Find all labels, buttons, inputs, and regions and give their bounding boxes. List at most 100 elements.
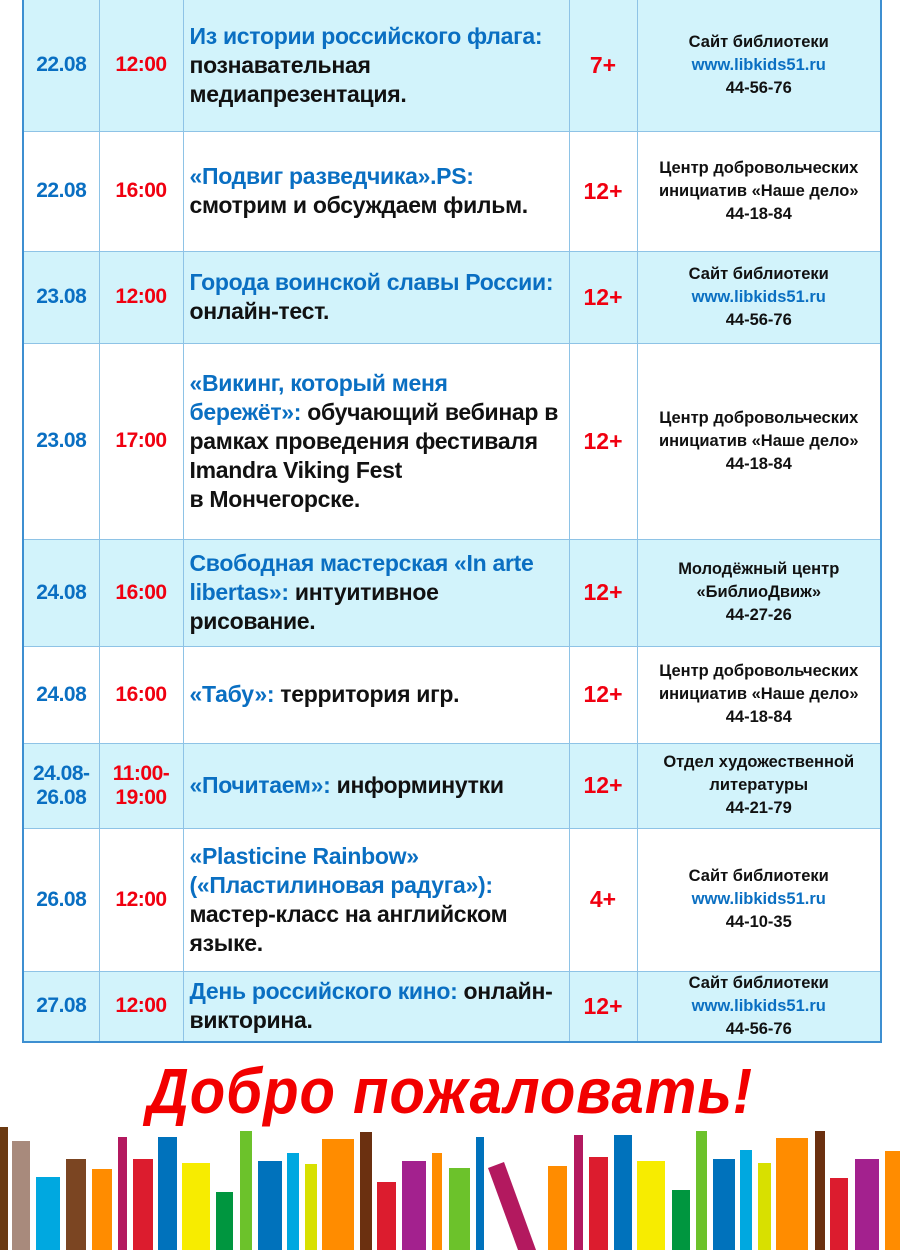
place-line: Сайт библиотеки [688,973,829,992]
book-spine [815,1131,825,1250]
book-spine [614,1135,632,1250]
library-site-link[interactable]: www.libkids51.ru [691,890,826,908]
book-spine [885,1151,900,1250]
age-rating: 4+ [568,827,638,972]
place-line: инициатив «Наше дело» [658,181,859,200]
book-spine [449,1168,470,1250]
event-place: Сайт библиотеки www.libkids51.ru 44-56-76 [636,250,882,344]
phone: 44-56-76 [725,78,792,97]
event-title-highlight: Из истории российского флага: [189,22,543,49]
place-line: Сайт библиотеки [688,264,829,283]
event-title: «Подвиг разведчика».PS: смотрим и обсужд… [182,130,570,252]
book-spine [758,1163,771,1250]
event-title: «Почитаем»: информинутки [182,742,570,829]
event-row: 24.08- 26.08 11:00- 19:00 «Почитаем»: ин… [22,742,882,829]
book-spine [66,1159,86,1250]
place-line: Отдел художественной [663,753,855,771]
event-place: Сайт библиотеки www.libkids51.ru 44-56-76 [636,970,882,1043]
library-site-link[interactable]: www.libkids51.ru [691,55,826,74]
event-row: 22.08 12:00 Из истории российского флага… [22,0,882,132]
event-time: 17:00 [98,342,184,540]
phone: 44-56-76 [725,1019,792,1038]
age-rating: 7+ [568,0,638,132]
event-place: Центр добровольческих инициатив «Наше дел… [636,342,882,540]
event-place: Центр добровольческих инициатив «Наше дел… [636,130,882,252]
place-line: литературы [709,776,809,794]
event-title-description: обучающий вебинар в рамках проведения фе… [189,398,559,512]
book-spine [476,1137,484,1250]
book-spine [133,1159,153,1250]
age-rating: 12+ [568,250,638,344]
event-place: Отдел художественной литературы 44-21-79 [636,742,882,829]
event-time: 12:00 [98,970,184,1043]
phone: 44-10-35 [725,913,792,931]
book-spine [92,1169,112,1250]
book-spine [0,1127,8,1250]
event-title-description: познавательная медиапрезентация. [189,51,407,107]
event-title: Города воинской славы России: онлайн-тес… [182,250,570,344]
book-spine [589,1157,608,1250]
age-rating: 12+ [568,970,638,1043]
book-spine [322,1139,354,1250]
book-spine [855,1159,879,1250]
age-rating: 12+ [568,645,638,744]
event-title-highlight: Свободная мастерская «In arte libertas»: [189,550,534,605]
book-spine [672,1190,690,1250]
book-spine [548,1166,567,1250]
event-time: 12:00 [98,250,184,344]
event-date: 23.08 [22,250,100,344]
age-rating: 12+ [568,342,638,540]
event-date: 26.08 [22,827,100,972]
age-rating: 12+ [568,130,638,252]
place-line: «БиблиоДвиж» [696,583,822,601]
event-place: Сайт библиотеки www.libkids51.ru 44-56-76 [636,0,882,132]
age-rating: 12+ [568,742,638,829]
event-date: 22.08 [22,130,100,252]
book-spine [36,1177,60,1250]
book-spine [216,1192,233,1250]
event-time: 16:00 [98,538,184,647]
event-time: 11:00- 19:00 [98,742,184,829]
book-spine [182,1163,210,1250]
place-line: Центр добровольческих [659,158,859,177]
event-date: 27.08 [22,970,100,1043]
event-row: 27.08 12:00 День российского кино: онлай… [22,970,882,1043]
event-place: Центр добровольческих инициатив «Наше дел… [636,645,882,744]
library-site-link[interactable]: www.libkids51.ru [691,996,826,1015]
event-title-highlight: «Подвиг разведчика».PS: [189,163,474,189]
book-spine [360,1132,372,1250]
event-place: Молодёжный центр «БиблиоДвиж» 44-27-26 [636,538,882,647]
event-row: 23.08 17:00 «Викинг, который меня бережё… [22,342,882,540]
place-line: инициатив «Наше дело» [658,431,859,450]
event-title: День российского кино: онлайн-викторина. [182,970,570,1043]
event-title-description: территория игр. [274,681,460,707]
phone: 44-21-79 [725,799,792,817]
book-spine [432,1153,442,1250]
books-illustration [0,1127,900,1250]
leaning-book [488,1162,536,1250]
book-spine [305,1164,317,1250]
book-spine [118,1137,127,1250]
event-row: 26.08 12:00 «Plasticine Rainbow» («Пласт… [22,827,882,972]
place-line: Центр добровольческих [659,408,859,427]
book-spine [574,1135,583,1250]
book-spine [696,1131,707,1250]
event-date: 22.08 [22,0,100,132]
event-date: 24.08- 26.08 [22,742,100,829]
phone: 44-56-76 [725,310,792,329]
phone: 44-18-84 [725,204,792,223]
place-line: Сайт библиотеки [688,867,829,885]
library-site-link[interactable]: www.libkids51.ru [691,287,826,306]
event-place: Сайт библиотеки www.libkids51.ru 44-10-35 [636,827,882,972]
event-title-highlight: «Plasticine Rainbow» («Пластилиновая рад… [189,842,494,898]
event-title-description: онлайн-тест. [189,298,330,324]
events-table: 22.08 12:00 Из истории российского флага… [22,0,882,1043]
place-line: Сайт библиотеки [688,32,829,51]
event-title: «Plasticine Rainbow» («Пластилиновая рад… [182,827,570,972]
event-title: «Викинг, который меня бережёт»: обучающи… [182,342,570,540]
event-date: 24.08 [22,645,100,744]
age-rating: 12+ [568,538,638,647]
event-title-description: интуитивное рисование. [189,579,439,634]
book-spine [158,1137,177,1250]
book-spine [287,1153,299,1250]
